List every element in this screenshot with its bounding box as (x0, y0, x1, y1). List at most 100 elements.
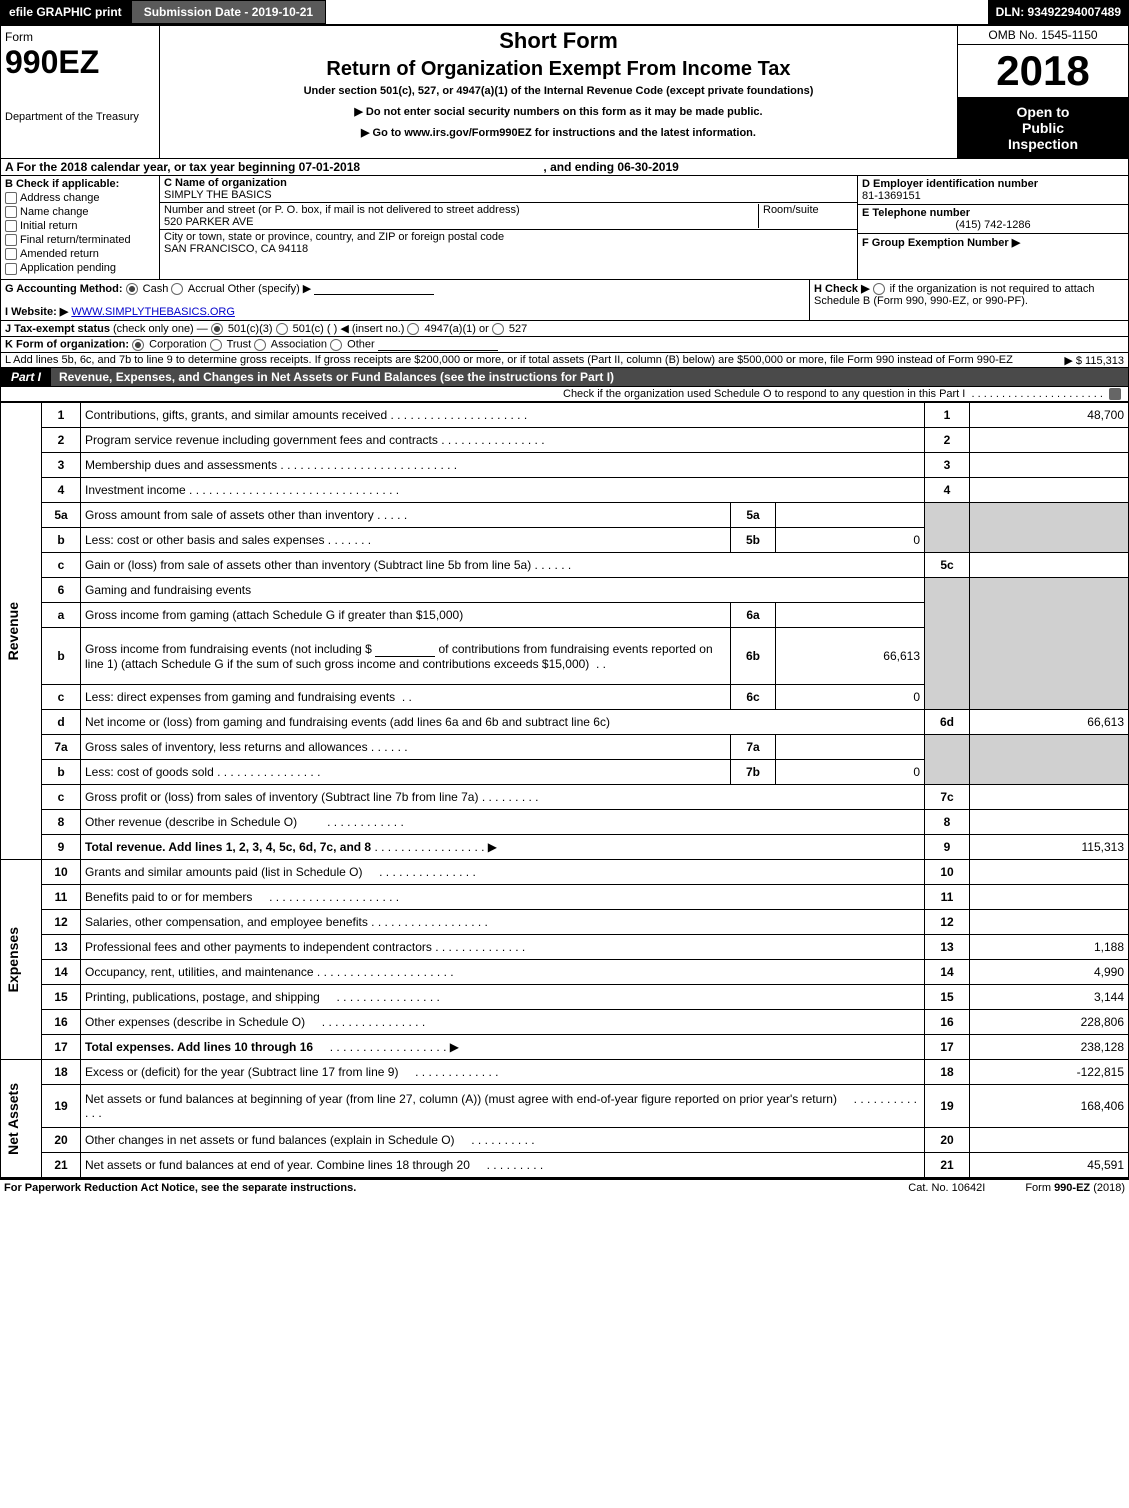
line-val (970, 885, 1129, 910)
i-website[interactable]: WWW.SIMPLYTHEBASICS.ORG (71, 306, 235, 318)
no-ssn-note: ▶ Do not enter social security numbers o… (166, 105, 951, 118)
line-num: 2 (42, 428, 81, 453)
form-word: Form (5, 30, 155, 44)
chk-amended-return[interactable]: Amended return (5, 248, 155, 260)
line-num: c (42, 785, 81, 810)
e-phone: (415) 742-1286 (862, 219, 1124, 231)
k-opt-2: Association (271, 339, 327, 351)
line-ref: 16 (925, 1010, 970, 1035)
line-num: a (42, 603, 81, 628)
radio-cash[interactable] (126, 283, 138, 295)
efile-print-button[interactable]: efile GRAPHIC print (0, 0, 131, 24)
line-ref: 7c (925, 785, 970, 810)
l-text: L Add lines 5b, 6c, and 7b to line 9 to … (5, 354, 1013, 366)
side-netassets: Net Assets (5, 1083, 21, 1155)
footer-catno: Cat. No. 10642I (908, 1182, 985, 1194)
line-desc: Professional fees and other payments to … (85, 940, 432, 954)
part-1-table: Revenue 1 Contributions, gifts, grants, … (0, 402, 1129, 1178)
chk-label: Address change (20, 192, 100, 204)
line-desc: Gaming and fundraising events (85, 583, 251, 597)
line-desc: Gross amount from sale of assets other t… (85, 508, 374, 522)
line-num: 12 (42, 910, 81, 935)
sub-ref: 6b (731, 628, 776, 685)
k-opt-3: Other (347, 339, 375, 351)
chk-initial-return[interactable]: Initial return (5, 220, 155, 232)
goto-link[interactable]: ▶ Go to www.irs.gov/Form990EZ for instru… (166, 126, 951, 139)
page-footer: For Paperwork Reduction Act Notice, see … (0, 1178, 1129, 1196)
chk-name-change[interactable]: Name change (5, 206, 155, 218)
radio-4947[interactable] (407, 323, 419, 335)
row-a-end: , and ending 06-30-2019 (543, 160, 678, 174)
line-num: 3 (42, 453, 81, 478)
line-desc: Other revenue (describe in Schedule O) (85, 815, 297, 829)
line-ref: 19 (925, 1085, 970, 1128)
chk-application-pending[interactable]: Application pending (5, 262, 155, 274)
line-num: b (42, 628, 81, 685)
section-c: C Name of organization SIMPLY THE BASICS… (160, 176, 857, 279)
line-num: 6 (42, 578, 81, 603)
line-desc: Other expenses (describe in Schedule O) (85, 1015, 305, 1029)
sub-ref: 5b (731, 528, 776, 553)
radio-other[interactable] (330, 339, 342, 351)
j-opt-0: 501(c)(3) (228, 323, 273, 335)
k-opt-1: Trust (227, 339, 252, 351)
d-label: D Employer identification number (862, 178, 1038, 190)
radio-h[interactable] (873, 283, 885, 295)
radio-501c3[interactable] (211, 323, 223, 335)
radio-527[interactable] (492, 323, 504, 335)
line-desc: Grants and similar amounts paid (list in… (85, 865, 362, 879)
submission-date-button[interactable]: Submission Date - 2019-10-21 (131, 0, 326, 24)
part-1-header: Part I Revenue, Expenses, and Changes in… (0, 368, 1129, 387)
j-sub: (check only one) — (113, 323, 208, 335)
line-ref: 10 (925, 860, 970, 885)
line-num: 8 (42, 810, 81, 835)
sub-ref: 7a (731, 735, 776, 760)
top-toolbar: efile GRAPHIC print Submission Date - 20… (0, 0, 1129, 24)
open-to-public: Open to Public Inspection (958, 98, 1128, 158)
radio-501c[interactable] (276, 323, 288, 335)
line-ref: 8 (925, 810, 970, 835)
c-label: C Name of organization (164, 177, 287, 189)
tax-year: 2018 (958, 45, 1128, 98)
line-num: c (42, 553, 81, 578)
radio-trust[interactable] (210, 339, 222, 351)
line-num: 18 (42, 1060, 81, 1085)
short-form-title: Short Form (166, 28, 951, 54)
section-b-title: B Check if applicable: (5, 178, 155, 190)
line-val: 1,188 (970, 935, 1129, 960)
line-val (970, 810, 1129, 835)
open-public-l2: Public (1022, 120, 1064, 136)
c-org-name: SIMPLY THE BASICS (164, 189, 272, 201)
line-val: 4,990 (970, 960, 1129, 985)
line-desc: Gain or (loss) from sale of assets other… (85, 558, 531, 572)
line-val: 115,313 (970, 835, 1129, 860)
sub-val: 0 (776, 528, 925, 553)
chk-label: Application pending (20, 262, 116, 274)
k-label: K Form of organization: (5, 339, 129, 351)
line-ref: 5c (925, 553, 970, 578)
line-desc: Net assets or fund balances at end of ye… (85, 1158, 470, 1172)
line-desc: Salaries, other compensation, and employ… (85, 915, 368, 929)
line-val: 238,128 (970, 1035, 1129, 1060)
org-info-block: B Check if applicable: Address change Na… (0, 176, 1129, 280)
form-header: Form 990EZ Department of the Treasury Sh… (0, 24, 1129, 159)
sub-val: 66,613 (776, 628, 925, 685)
chk-address-change[interactable]: Address change (5, 192, 155, 204)
radio-assoc[interactable] (254, 339, 266, 351)
radio-corp[interactable] (132, 339, 144, 351)
check-o-box[interactable] (1109, 388, 1121, 400)
chk-final-return[interactable]: Final return/terminated (5, 234, 155, 246)
line-desc: Printing, publications, postage, and shi… (85, 990, 320, 1004)
side-revenue: Revenue (5, 602, 21, 660)
omb-number: OMB No. 1545-1150 (958, 26, 1128, 45)
line-desc: Net income or (loss) from gaming and fun… (85, 715, 610, 729)
chk-label: Initial return (20, 220, 77, 232)
g-accrual: Accrual (188, 283, 225, 295)
line-num: c (42, 685, 81, 710)
line-desc: Excess or (deficit) for the year (Subtra… (85, 1065, 398, 1079)
line-desc: Gross income from gaming (attach Schedul… (85, 608, 463, 622)
radio-accrual[interactable] (171, 283, 183, 295)
line-val: 228,806 (970, 1010, 1129, 1035)
sub-val (776, 603, 925, 628)
line-ref: 3 (925, 453, 970, 478)
